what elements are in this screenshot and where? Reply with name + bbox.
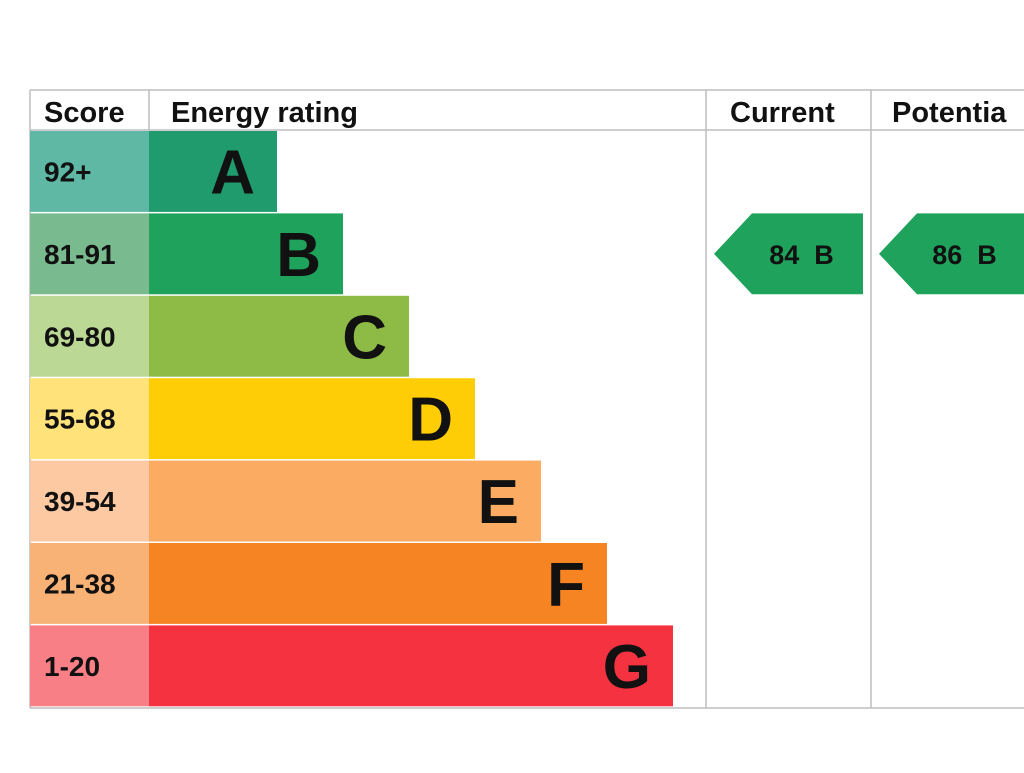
score-cell-b <box>30 213 149 295</box>
band-letter-c: C <box>342 303 387 372</box>
score-cell-a <box>30 131 149 212</box>
score-label-a: 92+ <box>44 156 92 187</box>
band-bar-e <box>149 460 541 542</box>
score-cell-d <box>30 378 149 460</box>
header-potential: Potentia <box>892 97 1007 129</box>
band-row-a: 92+ A <box>30 131 277 212</box>
current-rating-arrow-label: 84 B <box>769 240 834 270</box>
band-letter-g: G <box>603 633 651 702</box>
band-bar-a <box>149 131 277 212</box>
band-bar-g <box>149 625 673 707</box>
header-current: Current <box>730 97 835 129</box>
potential-rating-arrow-label: 86 B <box>932 240 997 270</box>
band-letter-d: D <box>408 386 453 455</box>
score-cell-e <box>30 460 149 542</box>
arrows-layer: 84 B 86 B <box>714 213 1024 295</box>
header-energy-rating: Energy rating <box>171 97 358 129</box>
potential-rating-arrow <box>879 213 1024 295</box>
band-letter-a: A <box>210 138 255 207</box>
score-label-f: 21-38 <box>44 568 116 599</box>
band-row-f: 21-38 F <box>30 543 607 624</box>
band-row-d: 55-68 D <box>30 378 475 460</box>
band-bar-b <box>149 213 343 295</box>
bands-layer: 92+ A 81-91 B 69-80 C 55-68 D 39-54 E 21-38 F 1-20 G <box>30 131 673 707</box>
band-row-e: 39-54 E <box>30 460 541 542</box>
band-letter-b: B <box>276 221 321 290</box>
band-bar-f <box>149 543 607 624</box>
band-bar-d <box>149 378 475 460</box>
score-label-g: 1-20 <box>44 651 100 682</box>
score-cell-g <box>30 625 149 707</box>
score-cell-c <box>30 295 149 377</box>
score-label-c: 69-80 <box>44 321 116 352</box>
band-row-c: 69-80 C <box>30 295 409 377</box>
score-label-e: 39-54 <box>44 486 116 517</box>
band-row-g: 1-20 G <box>30 625 673 707</box>
band-letter-f: F <box>547 550 585 619</box>
current-rating-arrow <box>714 213 863 295</box>
band-bar-c <box>149 295 409 377</box>
score-label-b: 81-91 <box>44 239 116 270</box>
band-letter-e: E <box>478 468 519 537</box>
band-row-b: 81-91 B <box>30 213 343 295</box>
header-score: Score <box>44 97 125 129</box>
score-cell-f <box>30 543 149 624</box>
score-label-d: 55-68 <box>44 404 116 435</box>
